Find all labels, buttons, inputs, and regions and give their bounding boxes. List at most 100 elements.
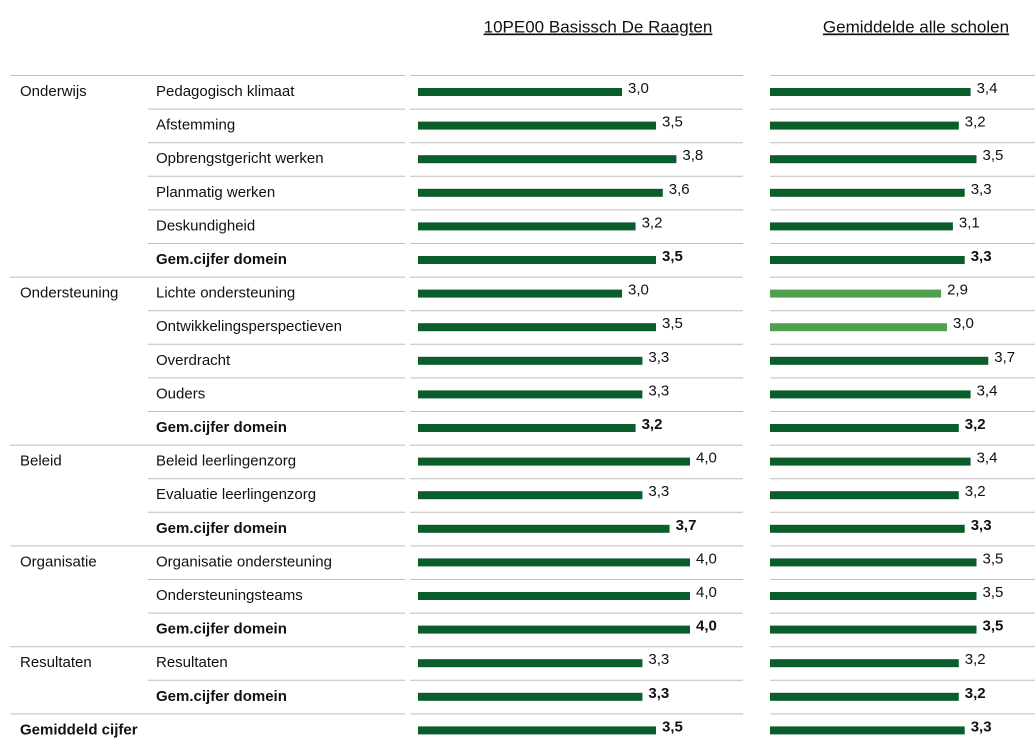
row-label: Ouders bbox=[156, 385, 205, 402]
series-header: 10PE00 Basissch De Raagten bbox=[484, 17, 713, 36]
bar bbox=[770, 390, 971, 399]
bar bbox=[770, 155, 977, 164]
bar bbox=[418, 659, 643, 668]
value-label: 3,2 bbox=[642, 214, 663, 231]
bar bbox=[770, 625, 977, 634]
bar bbox=[418, 524, 670, 533]
row-label: Beleid leerlingenzorg bbox=[156, 453, 296, 470]
value-label: 4,0 bbox=[696, 584, 717, 601]
bar bbox=[770, 356, 989, 365]
value-label: 3,5 bbox=[983, 550, 1004, 567]
bar bbox=[770, 88, 971, 96]
row-label: Pedagogisch klimaat bbox=[156, 83, 295, 100]
value-label: 3,2 bbox=[965, 651, 986, 668]
row-label: Gem.cijfer domein bbox=[156, 520, 287, 537]
value-label: 3,3 bbox=[971, 718, 992, 735]
row-label: Lichte ondersteuning bbox=[156, 285, 295, 302]
row-label: Gem.cijfer domein bbox=[156, 419, 287, 436]
value-label: 3,5 bbox=[662, 718, 683, 735]
bar bbox=[770, 323, 947, 332]
bar bbox=[418, 222, 636, 231]
bar bbox=[418, 155, 677, 164]
bar bbox=[418, 491, 643, 500]
row-label: Deskundigheid bbox=[156, 217, 255, 234]
row-label: Gem.cijfer domein bbox=[156, 251, 287, 268]
row-label: Resultaten bbox=[156, 654, 228, 671]
bar bbox=[418, 256, 656, 264]
value-label: 3,7 bbox=[994, 349, 1015, 366]
bar bbox=[770, 457, 971, 466]
domain-label: Gemiddeld cijfer bbox=[20, 721, 138, 738]
row-label: Gem.cijfer domein bbox=[156, 688, 287, 705]
value-label: 3,3 bbox=[971, 517, 992, 534]
value-label: 3,5 bbox=[983, 618, 1004, 635]
value-label: 3,2 bbox=[965, 685, 986, 702]
bar bbox=[418, 289, 622, 298]
value-label: 3,2 bbox=[642, 416, 663, 433]
row-label: Ontwikkelingsperspectieven bbox=[156, 318, 342, 335]
value-label: 3,7 bbox=[676, 517, 697, 534]
bar bbox=[418, 356, 643, 365]
row-label: Gem.cijfer domein bbox=[156, 621, 287, 638]
row-label: Opbrengstgericht werken bbox=[156, 150, 324, 167]
value-label: 3,0 bbox=[628, 282, 649, 299]
value-label: 3,3 bbox=[648, 483, 669, 500]
value-label: 3,3 bbox=[971, 181, 992, 198]
value-label: 3,1 bbox=[959, 214, 980, 231]
bar bbox=[418, 592, 690, 600]
value-label: 3,2 bbox=[965, 416, 986, 433]
value-label: 3,5 bbox=[983, 147, 1004, 164]
bar bbox=[770, 524, 965, 533]
bar bbox=[770, 558, 977, 567]
bar bbox=[770, 289, 942, 298]
row-label: Ondersteuningsteams bbox=[156, 587, 303, 604]
value-label: 3,3 bbox=[648, 651, 669, 668]
value-label: 3,5 bbox=[983, 584, 1004, 601]
domain-label: Beleid bbox=[20, 453, 62, 470]
domain-label: Resultaten bbox=[20, 654, 92, 671]
bar bbox=[770, 592, 977, 600]
domain-label: Onderwijs bbox=[20, 83, 87, 100]
value-label: 3,6 bbox=[669, 181, 690, 198]
value-label: 3,3 bbox=[648, 685, 669, 702]
bar bbox=[770, 222, 953, 231]
value-label: 3,3 bbox=[648, 382, 669, 399]
value-label: 4,0 bbox=[696, 450, 717, 467]
bar bbox=[770, 692, 959, 701]
value-label: 3,4 bbox=[977, 450, 998, 467]
series-header: Gemiddelde alle scholen bbox=[823, 17, 1009, 36]
bar bbox=[418, 726, 656, 735]
domain-label: Ondersteuning bbox=[20, 285, 118, 302]
value-label: 3,5 bbox=[662, 315, 683, 332]
row-label: Afstemming bbox=[156, 117, 235, 134]
row-label: Planmatig werken bbox=[156, 184, 275, 201]
bar bbox=[418, 390, 643, 399]
value-label: 3,0 bbox=[628, 80, 649, 97]
row-label: Organisatie ondersteuning bbox=[156, 553, 332, 570]
bar bbox=[418, 121, 656, 130]
bar bbox=[418, 88, 622, 96]
bar bbox=[770, 424, 959, 432]
domain-label: Organisatie bbox=[20, 553, 97, 570]
bar bbox=[770, 726, 965, 735]
value-label: 2,9 bbox=[947, 282, 968, 299]
bar bbox=[418, 625, 690, 634]
value-label: 4,0 bbox=[696, 618, 717, 635]
row-label: Overdracht bbox=[156, 352, 231, 369]
value-label: 3,4 bbox=[977, 80, 998, 97]
bar bbox=[418, 692, 643, 701]
bar bbox=[770, 256, 965, 264]
bar bbox=[770, 491, 959, 500]
bar bbox=[418, 323, 656, 332]
bar bbox=[418, 188, 663, 197]
value-label: 3,8 bbox=[682, 147, 703, 164]
value-label: 3,5 bbox=[662, 114, 683, 131]
bar bbox=[770, 659, 959, 668]
bar bbox=[418, 457, 690, 466]
bar bbox=[418, 424, 636, 432]
row-label: Evaluatie leerlingenzorg bbox=[156, 486, 316, 503]
value-label: 3,4 bbox=[977, 382, 998, 399]
bar bbox=[770, 121, 959, 130]
value-label: 3,5 bbox=[662, 248, 683, 265]
